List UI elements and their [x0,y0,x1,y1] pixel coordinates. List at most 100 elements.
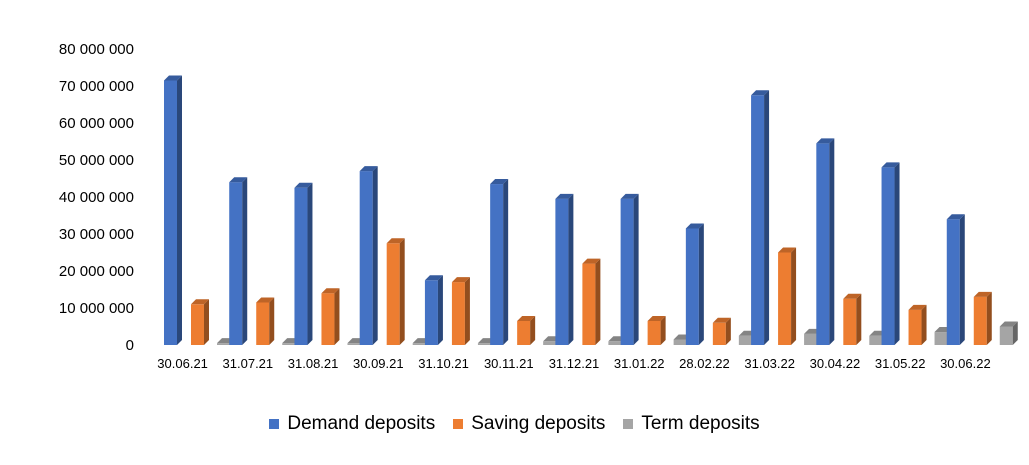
x-tick-label: 30.09.21 [353,356,404,371]
x-tick-label: 31.05.22 [875,356,926,371]
x-tick-label: 30.06.21 [157,356,208,371]
bar-side [660,315,666,345]
bar-top [451,277,470,283]
bar-demand-deposits [490,179,509,345]
bar-saving-deposits [843,293,862,345]
bar-demand-deposits [424,275,443,345]
bar-front [543,341,557,345]
x-tick-label: 30.11.21 [484,356,534,371]
bar-side [725,317,731,345]
y-tick-label: 40 000 000 [59,189,134,206]
legend-item-demand-deposits: Demand deposits [269,413,435,435]
bar-front [490,184,504,345]
legend-swatch-saving-deposits [453,419,464,429]
y-tick-label: 30 000 000 [59,226,134,243]
bar-front [256,302,270,345]
bar-demand-deposits [294,182,313,345]
bar-top [647,315,666,321]
x-tick-label: 31.12.21 [549,356,600,371]
bar-top [843,293,862,299]
bar-demand-deposits [881,162,900,345]
bar-front [881,167,895,345]
bar-front [517,320,531,345]
legend-swatch-term-deposits [623,419,634,429]
bar-demand-deposits [816,138,835,345]
bar-top [386,238,405,244]
bar-front [282,343,296,345]
bar-saving-deposits [386,238,405,345]
bar-front [321,293,335,345]
bar-side [959,214,965,345]
bar-front [477,343,491,345]
bar-top [816,138,835,144]
y-tick-label: 10 000 000 [59,300,134,317]
bar-top [712,317,731,323]
bar-front [582,263,596,345]
bar-top [164,75,182,81]
bar-front [294,187,308,345]
bar-saving-deposits [582,258,601,345]
bar-top [620,193,639,199]
bar-front [451,282,465,345]
legend-label-demand-deposits: Demand deposits [287,413,436,434]
bar-front [751,95,765,345]
bar-front [908,309,922,345]
bar-top [881,162,900,168]
bar-top [685,223,704,229]
bar-front [869,335,883,345]
bar-top [191,299,209,305]
bar-front [778,252,792,345]
bar-saving-deposits [647,315,666,345]
bar-top [973,291,992,297]
bar-front [359,171,373,345]
y-tick-label: 0 [126,337,134,354]
x-tick-label: 31.08.21 [288,356,339,371]
bar-side [921,304,927,345]
bar-top [582,258,601,264]
bar-side [503,179,509,345]
x-tick-label: 31.01.22 [614,356,665,371]
legend-item-saving-deposits: Saving deposits [453,413,605,435]
bar-demand-deposits [359,166,378,345]
bar-side [372,166,378,345]
bar-front [647,320,661,345]
bar-side [1012,321,1018,345]
bar-saving-deposits [191,299,209,345]
bar-top [424,275,443,281]
x-tick-label: 31.07.21 [223,356,274,371]
y-tick-label: 20 000 000 [59,263,134,280]
bar-front [673,339,687,345]
bar-top [229,177,248,183]
bar-side [894,162,900,345]
bar-front [347,343,361,345]
bar-front [973,296,987,345]
bar-front [608,341,622,345]
bar-demand-deposits [685,223,704,345]
legend-label-term-deposits: Term deposits [641,413,760,434]
bar-front [946,219,960,345]
bar-front [412,343,426,345]
bar-side [307,182,313,345]
legend: Demand deposits Saving deposits Term dep… [0,413,1029,435]
bar-side [204,299,209,345]
bar-side [242,177,248,345]
bar-front [712,322,726,345]
bar-saving-deposits [712,317,731,345]
bar-side [464,277,470,345]
bar-top [490,179,509,185]
bar-saving-deposits [778,247,797,345]
bar-front [816,143,830,345]
bar-top [517,315,536,321]
bar-side [764,90,770,345]
y-tick-label: 70 000 000 [59,78,134,95]
bar-front [386,243,400,345]
bar-saving-deposits [321,288,340,345]
bar-demand-deposits [229,177,248,345]
legend-label-saving-deposits: Saving deposits [471,413,606,434]
bar-top [946,214,965,220]
bar-saving-deposits [908,304,927,345]
bar-front [685,228,699,345]
bar-top [321,288,340,294]
x-axis: 30.06.21 31.07.21 31.08.21 30.09.21 31.10.21… [157,356,990,371]
bars [164,75,1018,345]
